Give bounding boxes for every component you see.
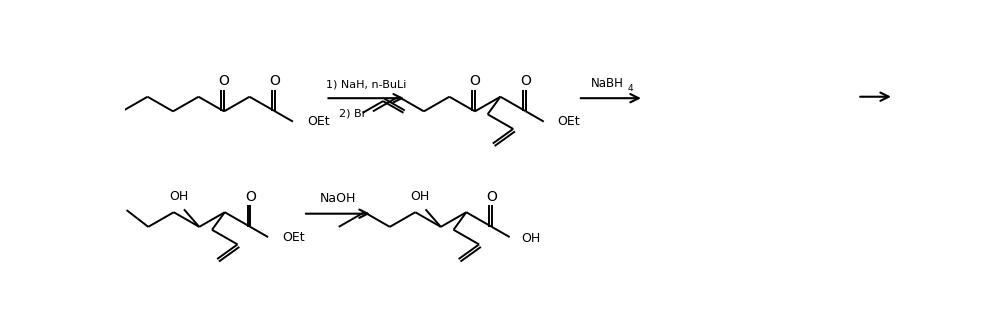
- Text: OH: OH: [410, 190, 430, 203]
- Text: O: O: [219, 74, 229, 88]
- Text: O: O: [270, 74, 281, 88]
- Text: OEt: OEt: [558, 115, 580, 128]
- Text: OEt: OEt: [282, 231, 305, 244]
- Text: O: O: [245, 190, 256, 204]
- Text: O: O: [520, 74, 531, 88]
- Text: 4: 4: [627, 84, 633, 93]
- Text: OEt: OEt: [307, 115, 329, 128]
- Text: O: O: [469, 74, 480, 88]
- Text: 2) Br: 2) Br: [339, 109, 367, 119]
- Text: OH: OH: [169, 190, 188, 203]
- Text: NaOH: NaOH: [320, 192, 356, 205]
- Text: O: O: [486, 190, 497, 204]
- Text: NaBH: NaBH: [591, 77, 624, 90]
- Text: OH: OH: [521, 232, 541, 245]
- Text: 1) NaH, n-BuLi: 1) NaH, n-BuLi: [326, 80, 406, 90]
